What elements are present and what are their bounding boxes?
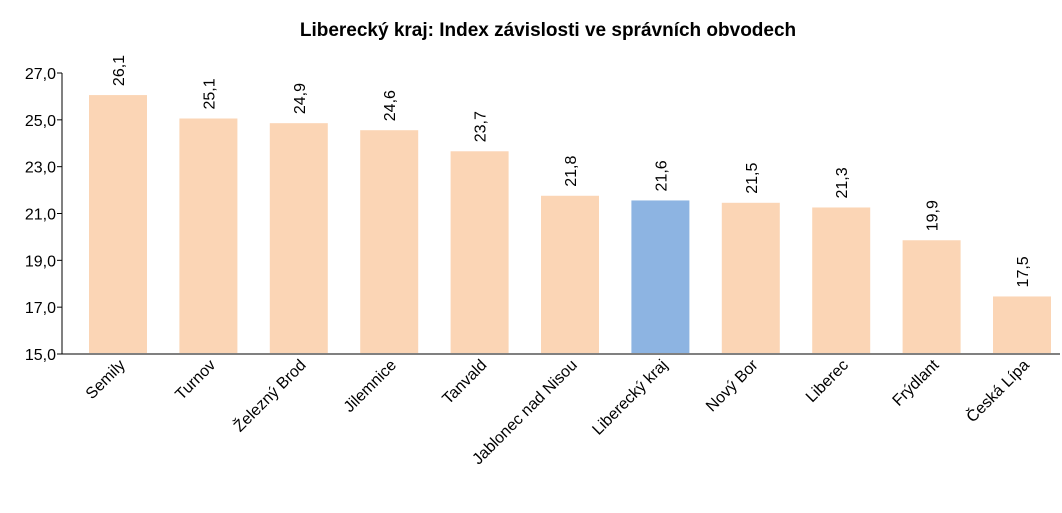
data-label: 17,5 [1015, 256, 1032, 287]
x-tick-label: Nový Bor [703, 356, 762, 415]
y-tick-label: 21,0 [25, 207, 56, 224]
y-tick-label: 15,0 [25, 347, 56, 364]
x-tick-label: Tanvald [439, 357, 490, 408]
bar [719, 200, 782, 355]
y-tick-label: 25,0 [25, 113, 56, 130]
data-label: 21,8 [563, 156, 580, 187]
y-tick-label: 19,0 [25, 253, 56, 270]
data-label: 25,1 [201, 78, 218, 109]
bar [991, 294, 1053, 356]
y-tick-label: 27,0 [25, 66, 56, 83]
x-tick-label: Jablonec nad Nisou [469, 357, 580, 468]
bar [177, 116, 240, 355]
x-tick-label: Frýdlant [890, 356, 943, 409]
bar [900, 238, 963, 355]
x-tick-label: Turnov [172, 357, 219, 404]
x-tick-label: Liberecký kraj [589, 357, 671, 439]
bar [448, 149, 511, 355]
x-tick-label: Česká Lípa [962, 355, 1033, 426]
bar [629, 198, 692, 355]
bar [539, 193, 601, 355]
bar [358, 128, 421, 355]
data-label: 21,6 [653, 160, 670, 191]
y-tick-label: 17,0 [25, 300, 56, 317]
x-tick-label: Jilemnice [341, 357, 400, 416]
chart-title: Liberecký kraj: Index závislosti ve sprá… [300, 20, 796, 41]
data-label: 23,7 [473, 111, 490, 142]
x-tick-label: Železný Brod [230, 355, 310, 435]
bar [87, 93, 149, 355]
bar [267, 121, 330, 355]
x-tick-label: Liberec [803, 357, 852, 406]
data-label: 24,9 [292, 83, 309, 114]
data-label: 21,5 [744, 163, 761, 194]
data-label: 26,1 [111, 55, 128, 86]
data-label: 19,9 [925, 200, 942, 231]
data-label: 24,6 [382, 90, 399, 121]
data-label: 21,3 [834, 167, 851, 198]
x-tick-label: Semily [83, 357, 129, 403]
y-tick-label: 23,0 [25, 160, 56, 177]
bar [810, 205, 873, 355]
